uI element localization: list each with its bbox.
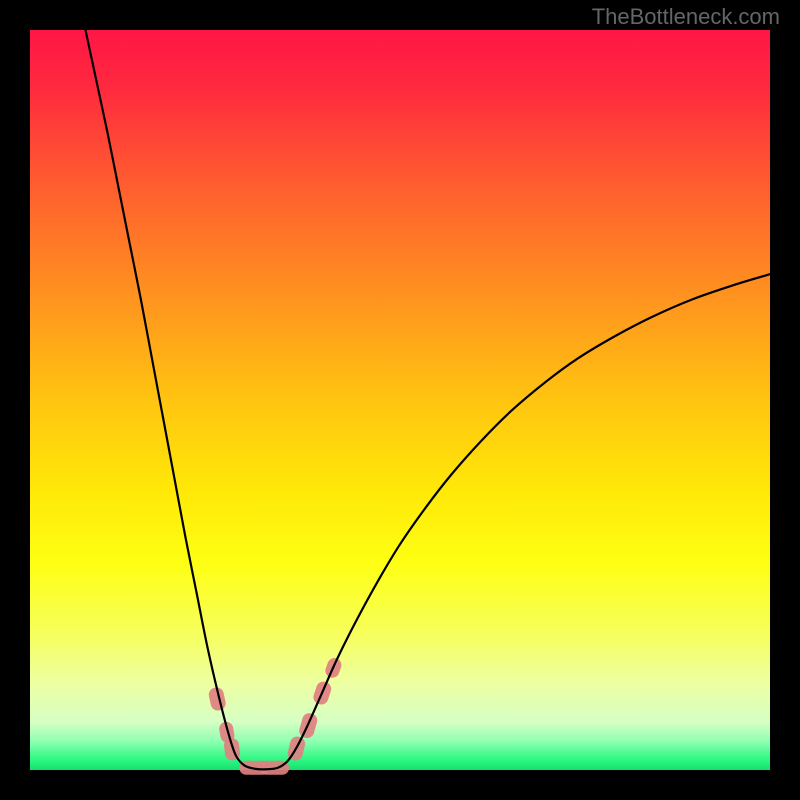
watermark-text: TheBottleneck.com: [592, 4, 780, 30]
bottleneck-chart: TheBottleneck.com: [0, 0, 800, 800]
chart-svg: [0, 0, 800, 800]
plot-background: [30, 30, 770, 770]
